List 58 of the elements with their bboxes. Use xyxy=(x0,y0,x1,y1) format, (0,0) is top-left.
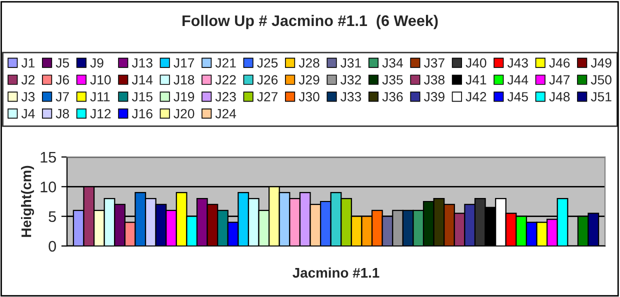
legend-label: J43 xyxy=(507,58,528,68)
y-tick-label: 10 xyxy=(40,182,56,192)
legend-label: J48 xyxy=(549,92,570,102)
legend-label: J24 xyxy=(215,108,236,118)
legend-label: J40 xyxy=(466,58,486,68)
y-tick-label: 15 xyxy=(40,152,56,163)
legend-label: J29 xyxy=(298,75,320,84)
legend-label: J5 xyxy=(56,58,70,68)
legend-label: J10 xyxy=(90,75,111,84)
legend-label: J33 xyxy=(340,92,362,102)
legend-label: J45 xyxy=(507,92,528,102)
legend-label: J41 xyxy=(466,75,486,84)
x-axis-title: Jacmino #1.1 xyxy=(292,268,380,278)
legend-label: J12 xyxy=(90,108,111,118)
legend-label: J25 xyxy=(257,58,278,68)
legend-label: J47 xyxy=(549,75,570,84)
legend-label: J4 xyxy=(21,109,35,118)
legend-label: J44 xyxy=(507,75,528,84)
legend-label: J21 xyxy=(215,58,236,68)
chart-title: Follow Up # Jacmino #1.1 (6 Week) xyxy=(182,14,438,30)
legend-label: J38 xyxy=(424,75,444,84)
y-tick-label: 0 xyxy=(48,240,56,252)
legend-label: J49 xyxy=(590,58,612,68)
legend-label: J16 xyxy=(132,108,152,118)
y-axis-title: Height(cm) xyxy=(21,166,34,237)
legend-label: J34 xyxy=(382,58,403,68)
legend-label: J20 xyxy=(174,108,194,118)
legend-label: J1 xyxy=(21,58,35,68)
legend-label: J31 xyxy=(340,58,361,68)
legend-label: J15 xyxy=(132,92,152,102)
legend-label: J42 xyxy=(466,92,486,102)
legend-label: J35 xyxy=(382,75,403,84)
legend-label: J46 xyxy=(549,58,570,68)
legend-label: J9 xyxy=(90,58,104,68)
legend-label: J30 xyxy=(298,92,320,102)
legend-label: J18 xyxy=(174,75,194,84)
legend-label: J14 xyxy=(132,75,153,84)
legend-label: J28 xyxy=(298,58,320,68)
legend-label: J2 xyxy=(21,75,35,84)
legend-label: J51 xyxy=(590,92,612,102)
legend-label: J32 xyxy=(340,75,361,84)
legend-label: J26 xyxy=(257,75,278,84)
legend-label: J3 xyxy=(21,92,35,102)
legend-label: J22 xyxy=(215,75,236,84)
legend-label: J37 xyxy=(424,58,444,68)
legend-label: J39 xyxy=(424,92,444,102)
legend-label: J19 xyxy=(174,92,194,102)
legend-label: J8 xyxy=(56,108,69,118)
legend-label: J23 xyxy=(215,92,236,102)
legend-label: J50 xyxy=(590,75,612,84)
legend-label: J27 xyxy=(257,92,278,102)
legend-label: J6 xyxy=(56,75,69,84)
legend-label: J11 xyxy=(90,92,110,102)
legend-label: J7 xyxy=(56,92,69,102)
legend-label: J13 xyxy=(132,58,152,68)
legend-label: J17 xyxy=(174,58,194,68)
y-tick-label: 5 xyxy=(48,211,56,222)
legend-label: J36 xyxy=(382,92,403,102)
